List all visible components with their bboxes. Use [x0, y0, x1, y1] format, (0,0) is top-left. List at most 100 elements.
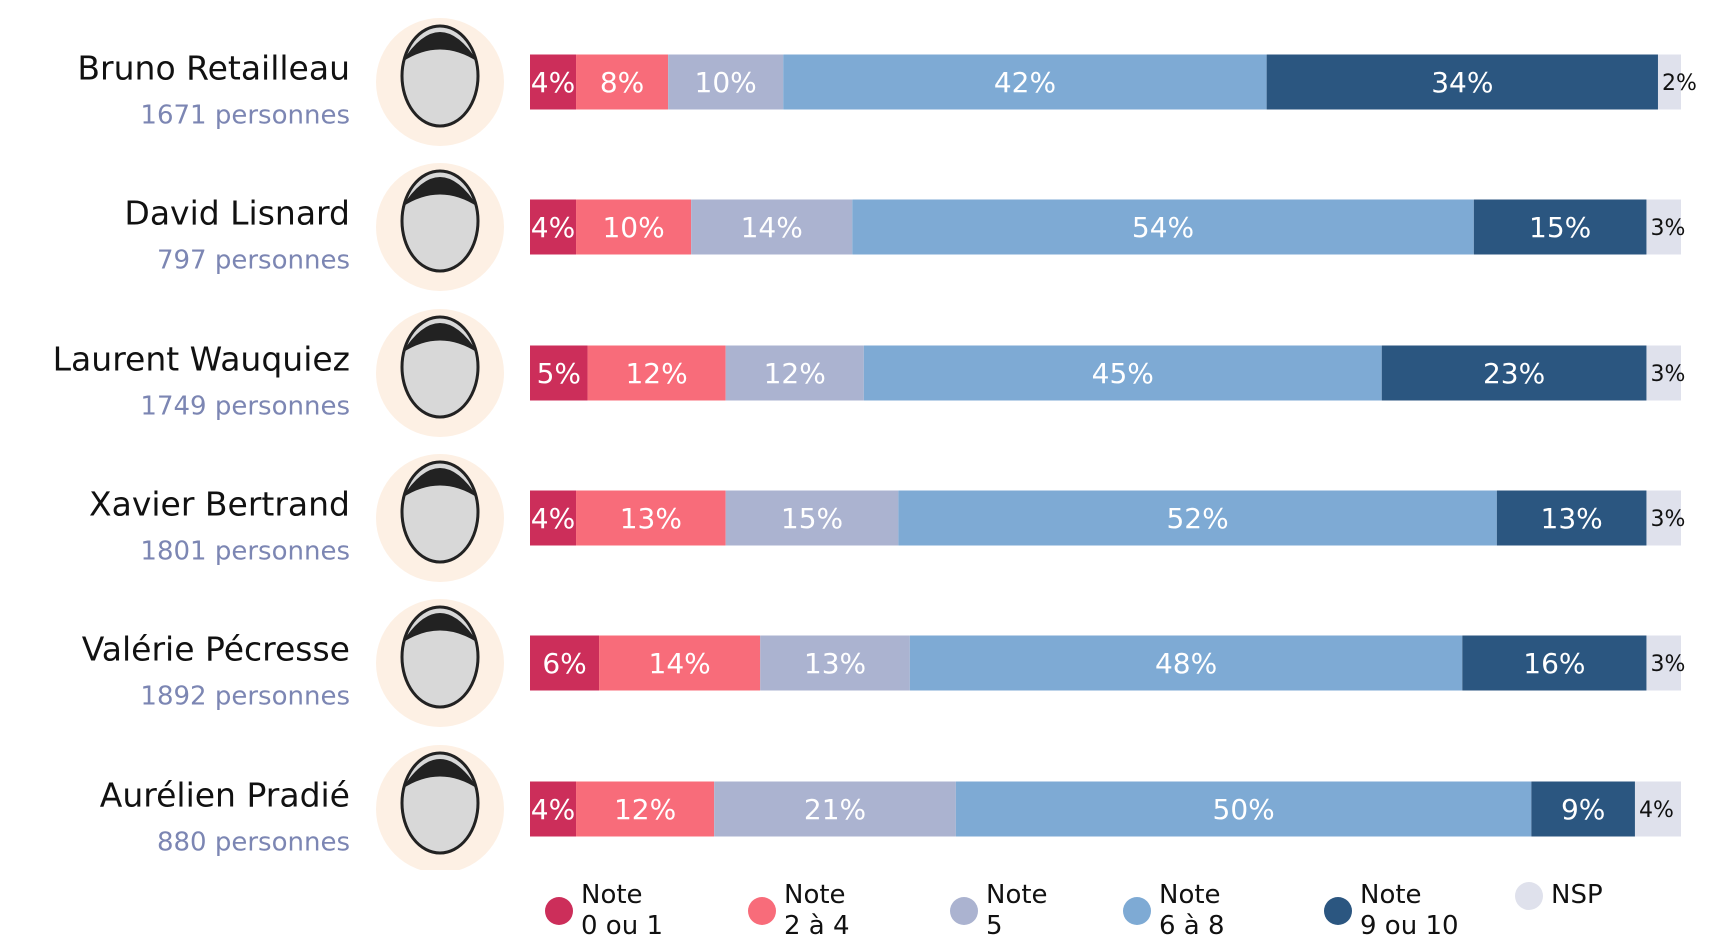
value-label: 5%: [537, 357, 581, 390]
value-label: 3%: [1650, 652, 1685, 677]
legend-item: Note 0 ou 1: [545, 880, 663, 942]
value-label: 2%: [1662, 71, 1697, 96]
value-label: 14%: [741, 211, 803, 244]
bar-segment: [1266, 54, 1658, 110]
value-label: 34%: [1431, 66, 1493, 99]
legend-item: Note 6 à 8: [1123, 880, 1225, 942]
respondent-count: 1749 personnes: [140, 392, 350, 422]
portrait-hair: [402, 613, 478, 643]
value-label: 13%: [804, 647, 866, 680]
bar-segment: [668, 54, 784, 110]
legend-label: NSP: [1551, 880, 1603, 910]
value-label: 4%: [531, 66, 575, 99]
value-label: 48%: [1155, 647, 1217, 680]
legend-item: Note 5: [950, 880, 1048, 942]
bar-segment: [909, 635, 1463, 691]
value-label: 12%: [764, 357, 826, 390]
bar-segment: [530, 635, 600, 691]
bar-segment: [576, 199, 692, 255]
value-label: 6%: [542, 647, 586, 680]
bar-segment: [1496, 490, 1647, 546]
value-label: 45%: [1092, 357, 1154, 390]
bar-segment: [530, 781, 577, 837]
bar-segment: [576, 54, 669, 110]
chart: Bruno Retailleau 1671 personnes 4% 8% 10% 42%…: [53, 18, 1697, 870]
respondent-count: 880 personnes: [157, 828, 350, 858]
value-label: 8%: [600, 66, 644, 99]
bar-segment: [1634, 781, 1681, 837]
value-label: 13%: [1541, 502, 1603, 535]
bar-segment: [691, 199, 853, 255]
value-label: 9%: [1561, 793, 1605, 826]
portrait-hair: [402, 323, 478, 353]
candidate-name: Bruno Retailleau: [77, 49, 350, 88]
value-label: 42%: [994, 66, 1056, 99]
value-label: 12%: [614, 793, 676, 826]
bar-segment: [530, 54, 577, 110]
bar-segment: [1646, 199, 1681, 255]
legend-swatch: [748, 897, 776, 925]
respondent-count: 1892 personnes: [140, 682, 350, 712]
portrait-hair: [402, 32, 478, 62]
candidate-name: Laurent Wauquiez: [53, 340, 350, 379]
value-label: 23%: [1483, 357, 1545, 390]
legend-swatch: [1123, 897, 1151, 925]
bar-segment: [1473, 199, 1647, 255]
value-label: 13%: [620, 502, 682, 535]
bar-segment: [863, 345, 1382, 401]
bar-segment: [576, 490, 726, 546]
legend-label: Note 5: [986, 880, 1048, 941]
value-label: 14%: [649, 647, 711, 680]
bar-segment: [1462, 635, 1647, 691]
value-label: 3%: [1650, 362, 1685, 387]
bar-segment: [530, 345, 588, 401]
legend-item: NSP: [1515, 880, 1603, 911]
value-label: 10%: [695, 66, 757, 99]
bar-segment: [955, 781, 1532, 837]
bar-segment: [725, 490, 899, 546]
legend-label: Note 0 ou 1: [581, 880, 663, 941]
bar-segment: [1646, 635, 1681, 691]
bar-segment: [760, 635, 910, 691]
value-label: 3%: [1650, 216, 1685, 241]
value-label: 54%: [1132, 211, 1194, 244]
value-label: 10%: [602, 211, 664, 244]
value-label: 15%: [1529, 211, 1591, 244]
value-label: 16%: [1523, 647, 1585, 680]
bar-segment: [1381, 345, 1647, 401]
bar-segment: [898, 490, 1497, 546]
bar-segment: [714, 781, 956, 837]
value-label: 15%: [781, 502, 843, 535]
portrait-hair: [402, 468, 478, 498]
bar-segment: [1646, 345, 1681, 401]
bar-segment: [1646, 490, 1681, 546]
portrait-hair: [402, 177, 478, 207]
value-label: 3%: [1650, 507, 1685, 532]
value-label: 12%: [625, 357, 687, 390]
candidate-name: Xavier Bertrand: [89, 485, 350, 524]
bar-segment: [1657, 54, 1681, 110]
value-label: 4%: [531, 502, 575, 535]
legend-label: Note 6 à 8: [1159, 880, 1225, 941]
respondent-count: 1671 personnes: [140, 101, 350, 131]
legend-swatch: [545, 897, 573, 925]
legend-swatch: [950, 897, 978, 925]
bar-segment: [1531, 781, 1635, 837]
bar-segment: [725, 345, 864, 401]
legend-item: Note 2 à 4: [748, 880, 850, 942]
bar-segment: [587, 345, 726, 401]
legend-label: Note 9 ou 10: [1360, 880, 1459, 941]
value-label: 50%: [1213, 793, 1275, 826]
candidate-name: David Lisnard: [124, 194, 350, 233]
respondent-count: 797 personnes: [157, 246, 350, 276]
legend-item: Note 9 ou 10: [1324, 880, 1459, 942]
value-label: 52%: [1166, 502, 1228, 535]
bar-segment: [530, 199, 577, 255]
candidate-name: Aurélien Pradié: [100, 776, 350, 815]
value-label: 4%: [1639, 798, 1674, 823]
legend-swatch: [1324, 897, 1352, 925]
value-label: 4%: [531, 793, 575, 826]
bar-segment: [783, 54, 1267, 110]
candidate-name: Valérie Pécresse: [82, 630, 350, 669]
